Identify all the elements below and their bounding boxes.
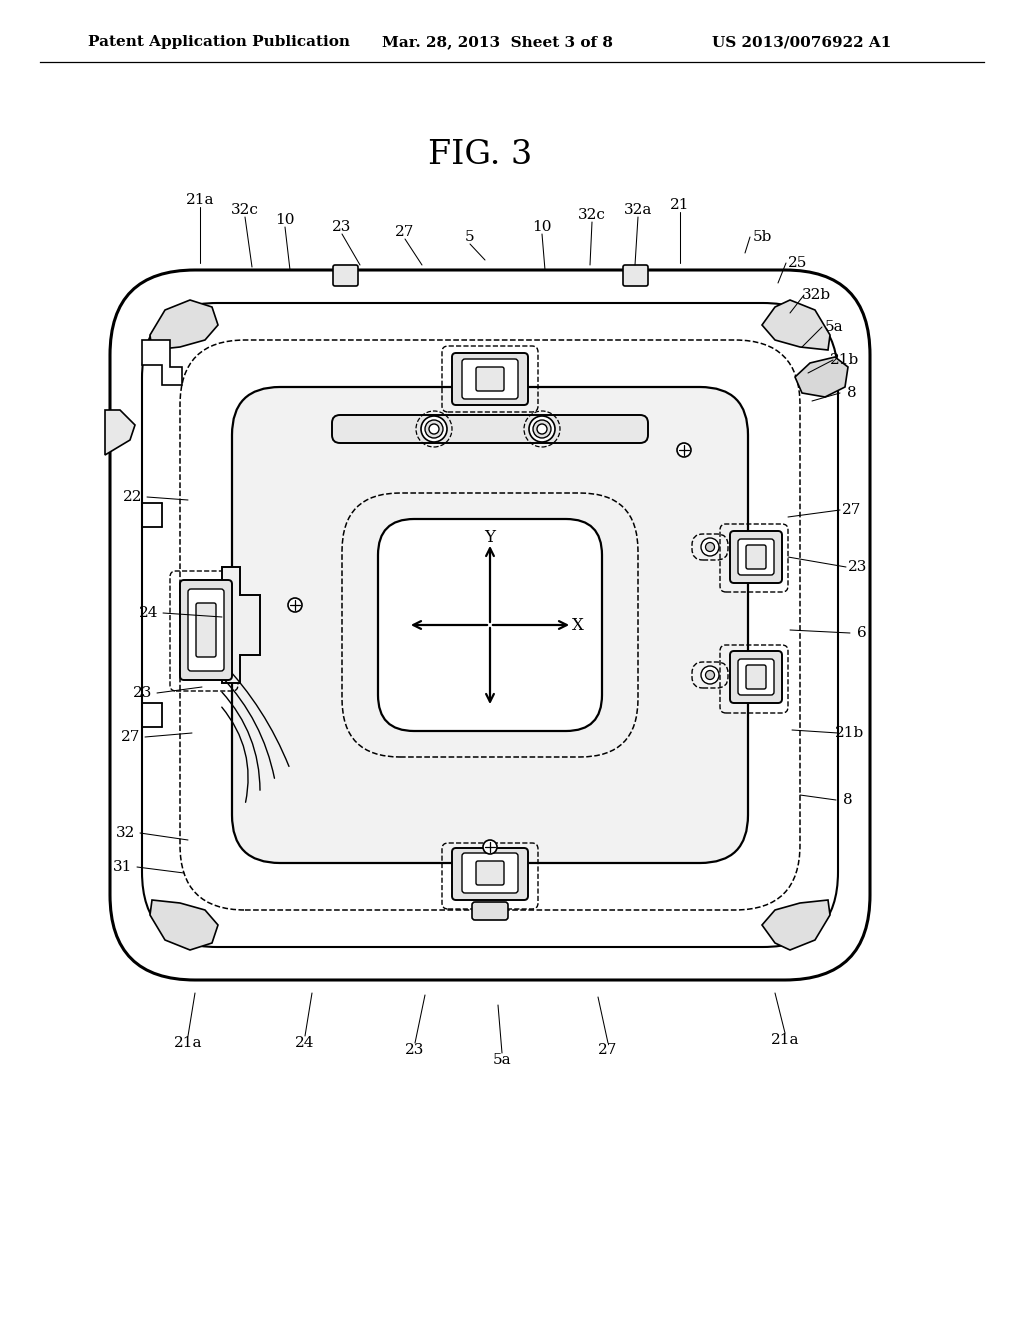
FancyBboxPatch shape: [188, 589, 224, 671]
Circle shape: [706, 671, 715, 680]
Text: 32b: 32b: [802, 288, 830, 302]
Text: 27: 27: [843, 503, 861, 517]
Text: US 2013/0076922 A1: US 2013/0076922 A1: [712, 36, 891, 49]
Text: 32c: 32c: [231, 203, 259, 216]
Text: 27: 27: [121, 730, 140, 744]
Text: 24: 24: [138, 606, 158, 620]
Polygon shape: [150, 300, 218, 350]
FancyBboxPatch shape: [452, 352, 528, 405]
Text: 8: 8: [843, 793, 853, 807]
Text: 10: 10: [532, 220, 552, 234]
FancyBboxPatch shape: [746, 545, 766, 569]
Text: Mar. 28, 2013  Sheet 3 of 8: Mar. 28, 2013 Sheet 3 of 8: [382, 36, 613, 49]
Text: 22: 22: [123, 490, 142, 504]
Text: X: X: [572, 616, 584, 634]
FancyBboxPatch shape: [110, 271, 870, 979]
Polygon shape: [105, 411, 135, 455]
FancyBboxPatch shape: [746, 665, 766, 689]
Circle shape: [529, 416, 555, 442]
Polygon shape: [222, 568, 260, 682]
Text: 6: 6: [857, 626, 867, 640]
Text: 5a: 5a: [824, 319, 844, 334]
Polygon shape: [150, 900, 218, 950]
Text: 32c: 32c: [579, 209, 606, 222]
FancyBboxPatch shape: [332, 414, 648, 444]
Text: 23: 23: [406, 1043, 425, 1057]
Text: 23: 23: [848, 560, 867, 574]
Text: 10: 10: [275, 213, 295, 227]
Text: 21: 21: [671, 198, 690, 213]
Text: FIG. 3: FIG. 3: [428, 139, 532, 172]
Text: 23: 23: [133, 686, 152, 700]
FancyBboxPatch shape: [196, 603, 216, 657]
Text: 21b: 21b: [836, 726, 864, 741]
Circle shape: [483, 840, 497, 854]
Circle shape: [421, 416, 447, 442]
FancyBboxPatch shape: [333, 265, 358, 286]
Text: 21a: 21a: [185, 193, 214, 207]
Text: 5: 5: [465, 230, 475, 244]
FancyBboxPatch shape: [180, 579, 232, 680]
FancyBboxPatch shape: [472, 902, 508, 920]
FancyBboxPatch shape: [738, 539, 774, 576]
FancyBboxPatch shape: [476, 367, 504, 391]
FancyBboxPatch shape: [452, 847, 528, 900]
Circle shape: [677, 444, 691, 457]
Circle shape: [537, 424, 547, 434]
Text: 24: 24: [295, 1036, 314, 1049]
Polygon shape: [142, 341, 182, 385]
Text: 31: 31: [113, 861, 132, 874]
FancyBboxPatch shape: [462, 853, 518, 894]
FancyBboxPatch shape: [378, 519, 602, 731]
Text: 21b: 21b: [830, 352, 859, 367]
Text: 5b: 5b: [753, 230, 772, 244]
Text: 21a: 21a: [771, 1034, 800, 1047]
FancyBboxPatch shape: [738, 659, 774, 696]
Text: 8: 8: [847, 385, 857, 400]
FancyBboxPatch shape: [476, 861, 504, 884]
Text: 21a: 21a: [174, 1036, 203, 1049]
FancyBboxPatch shape: [623, 265, 648, 286]
Text: Patent Application Publication: Patent Application Publication: [88, 36, 350, 49]
Circle shape: [534, 420, 551, 438]
Polygon shape: [762, 900, 830, 950]
Text: Y: Y: [484, 528, 496, 545]
Polygon shape: [795, 356, 848, 397]
Polygon shape: [762, 300, 830, 350]
Text: 5a: 5a: [493, 1053, 511, 1067]
Text: 32a: 32a: [624, 203, 652, 216]
Text: 27: 27: [598, 1043, 617, 1057]
FancyBboxPatch shape: [462, 359, 518, 399]
Text: 32: 32: [116, 826, 135, 840]
Text: 23: 23: [333, 220, 351, 234]
Text: 27: 27: [395, 224, 415, 239]
Circle shape: [701, 667, 719, 684]
Circle shape: [429, 424, 439, 434]
Circle shape: [701, 539, 719, 556]
FancyBboxPatch shape: [232, 387, 748, 863]
Circle shape: [288, 598, 302, 612]
Circle shape: [706, 543, 715, 552]
Text: 25: 25: [788, 256, 808, 271]
Circle shape: [425, 420, 443, 438]
FancyBboxPatch shape: [730, 651, 782, 704]
FancyBboxPatch shape: [730, 531, 782, 583]
